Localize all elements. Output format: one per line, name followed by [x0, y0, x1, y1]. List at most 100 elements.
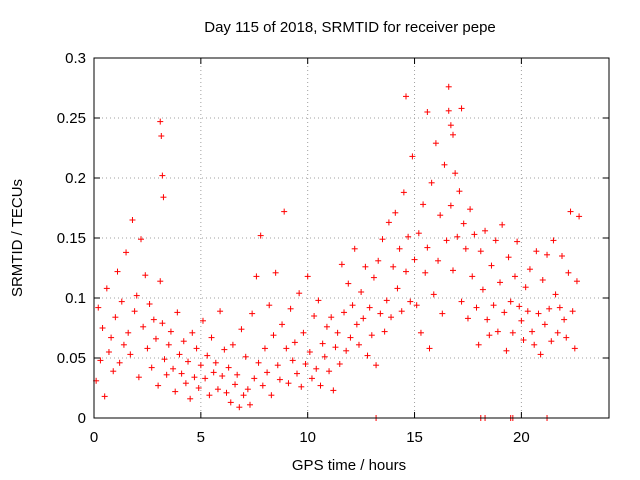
data-point — [187, 395, 194, 402]
data-point — [178, 370, 185, 377]
data-point — [550, 237, 557, 244]
data-point — [452, 170, 459, 177]
data-point — [552, 291, 559, 298]
data-point — [447, 122, 454, 129]
data-point — [558, 253, 565, 259]
data-point — [462, 245, 469, 252]
data-point — [439, 310, 446, 317]
data-point — [458, 298, 465, 305]
data-point — [112, 314, 119, 321]
data-point — [274, 362, 281, 369]
data-point — [503, 347, 510, 354]
data-point — [276, 376, 283, 383]
data-point — [125, 329, 132, 336]
data-point — [402, 268, 409, 275]
data-point — [238, 326, 245, 333]
data-point — [520, 337, 527, 343]
data-point — [246, 401, 253, 408]
data-point — [118, 298, 125, 305]
data-point — [95, 304, 102, 311]
data-point — [159, 320, 166, 327]
data-point — [364, 352, 371, 359]
data-point — [475, 341, 482, 348]
data-point — [176, 351, 183, 358]
data-point — [326, 368, 333, 375]
data-point — [144, 345, 151, 352]
data-point — [488, 262, 495, 269]
data-point — [437, 212, 444, 219]
data-point — [291, 339, 298, 346]
data-point — [229, 341, 236, 348]
data-point — [417, 329, 424, 336]
data-point — [567, 208, 574, 215]
data-point — [251, 375, 258, 382]
data-point — [430, 291, 437, 298]
data-point — [199, 317, 206, 324]
data-point — [208, 334, 215, 341]
data-point — [191, 374, 198, 381]
data-point — [242, 353, 249, 360]
data-point — [473, 304, 480, 311]
data-point — [511, 273, 518, 280]
data-point — [133, 292, 140, 299]
data-point — [507, 298, 514, 305]
data-point — [522, 284, 529, 291]
data-point — [257, 232, 264, 239]
data-point — [287, 305, 294, 312]
data-point — [131, 308, 138, 315]
y-tick-label: 0.15 — [57, 230, 86, 247]
data-point — [381, 328, 388, 335]
data-point — [167, 328, 174, 335]
data-point — [501, 309, 508, 316]
data-point — [142, 272, 149, 279]
data-point — [99, 325, 106, 331]
data-point — [148, 364, 155, 371]
data-point — [548, 338, 555, 345]
data-point — [120, 341, 127, 348]
data-point — [428, 179, 435, 186]
data-point — [338, 261, 345, 268]
data-point — [420, 201, 427, 208]
data-point — [341, 309, 348, 316]
data-point — [413, 302, 420, 309]
data-point — [261, 345, 268, 352]
data-point — [212, 359, 219, 366]
data-point — [541, 321, 548, 328]
data-point — [285, 380, 292, 387]
data-point — [353, 321, 360, 328]
data-point — [467, 206, 474, 213]
data-point — [185, 358, 192, 365]
data-point — [97, 357, 104, 364]
data-point — [193, 345, 200, 352]
data-point — [490, 302, 497, 309]
data-point — [197, 362, 204, 369]
data-point — [319, 340, 326, 347]
data-point — [236, 404, 243, 411]
x-tick-label: 5 — [197, 429, 205, 446]
data-point — [135, 374, 142, 381]
data-point — [317, 382, 324, 389]
data-point — [539, 277, 546, 283]
data-point — [306, 349, 313, 355]
data-point — [234, 371, 241, 378]
data-point — [281, 208, 288, 215]
data-point — [152, 335, 159, 342]
data-point — [214, 386, 221, 393]
y-tick-label: 0.3 — [65, 50, 86, 67]
data-point — [509, 329, 516, 336]
data-point — [524, 308, 531, 315]
data-point — [101, 393, 108, 400]
data-point — [204, 352, 211, 359]
data-point — [450, 267, 457, 274]
data-point — [315, 297, 322, 304]
data-point — [432, 140, 439, 147]
data-point — [456, 188, 463, 195]
data-point — [108, 334, 115, 341]
data-point — [396, 245, 403, 252]
data-point — [482, 227, 489, 234]
data-point — [221, 346, 228, 353]
data-point — [150, 316, 157, 323]
data-point — [373, 362, 380, 369]
